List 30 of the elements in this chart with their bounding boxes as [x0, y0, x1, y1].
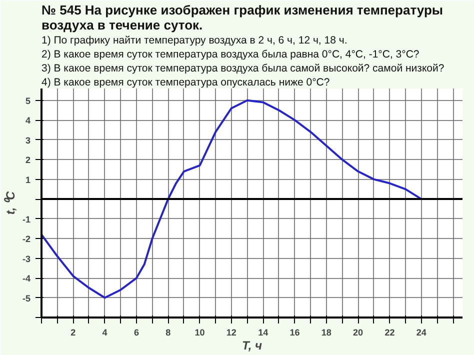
y-tick-label: 4	[25, 116, 31, 126]
text: 4) В какое время суток температура опускалась ниже 0°С?	[42, 76, 330, 88]
x-tick-label: 18	[321, 328, 332, 338]
text: 2) В какое время суток температура воздуха была равна 0°С, 4°С, -1°С, 3°С?	[42, 48, 420, 60]
y-tick-label: -4	[22, 274, 31, 284]
x-tick-label: 12	[226, 328, 236, 338]
x-tick-label: 2	[70, 328, 76, 338]
y-tick-label: 1	[25, 174, 31, 185]
y-tick-label: -2	[22, 234, 31, 244]
x-tick-label: 22	[384, 328, 395, 338]
chart-title: № 545 На рисунке изображен график изменения температуры воздуха в течение суток.	[42, 2, 443, 32]
y-tick-label: 3	[25, 135, 31, 146]
text: 1) По графику найти температуру воздуха в 2 ч, 6 ч, 12 ч, 18 ч.	[42, 34, 348, 46]
x-tick-label: 24	[416, 328, 426, 338]
y-axis-title: t, ⁰C	[4, 191, 18, 215]
x-tick-label: 4	[102, 328, 108, 338]
x-tick-label: 16	[290, 328, 300, 338]
x-axis-title: T, ч	[242, 338, 262, 352]
x-tick-label: 8	[166, 328, 171, 338]
y-tick-label: 2	[25, 155, 31, 166]
x-tick-label: 6	[134, 328, 139, 338]
y-tick-label: 5	[25, 96, 31, 106]
y-tick-label: -5	[22, 293, 31, 304]
x-tick-label: 10	[194, 328, 205, 338]
y-tick-label: -3	[22, 254, 31, 264]
x-tick-label: 14	[258, 328, 268, 338]
line-series	[42, 99, 422, 299]
x-tick-label: 20	[353, 328, 364, 338]
text: 3) В какое время суток температура воздуха была самой высокой? самой низкой?	[42, 62, 444, 74]
y-tick-label: -1	[22, 214, 31, 224]
